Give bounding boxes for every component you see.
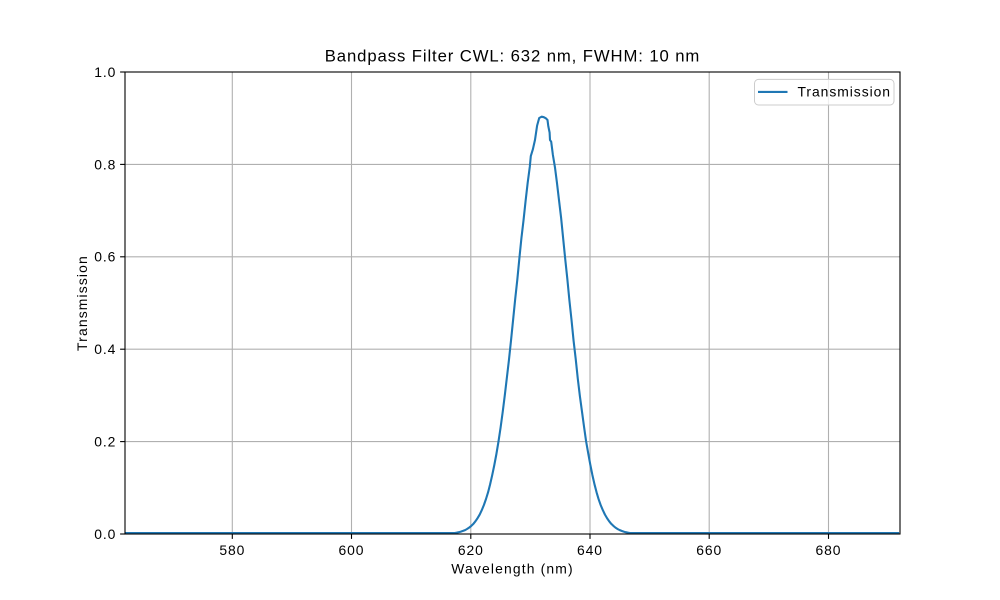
svg-text:600: 600	[339, 542, 365, 558]
svg-text:0.8: 0.8	[94, 156, 116, 172]
svg-text:Wavelength (nm): Wavelength (nm)	[451, 560, 574, 576]
svg-text:640: 640	[577, 542, 603, 558]
svg-text:Transmission: Transmission	[74, 255, 90, 351]
svg-text:620: 620	[458, 542, 484, 558]
svg-text:0.2: 0.2	[94, 434, 116, 450]
svg-text:660: 660	[696, 542, 722, 558]
svg-text:0.6: 0.6	[94, 249, 116, 265]
svg-text:1.0: 1.0	[94, 64, 116, 80]
svg-text:Bandpass Filter CWL: 632 nm, F: Bandpass Filter CWL: 632 nm, FWHM: 10 nm	[325, 46, 700, 65]
svg-text:580: 580	[219, 542, 245, 558]
svg-text:0.4: 0.4	[94, 341, 116, 357]
svg-text:680: 680	[816, 542, 842, 558]
svg-text:Transmission: Transmission	[798, 84, 891, 100]
svg-text:0.0: 0.0	[94, 526, 116, 542]
